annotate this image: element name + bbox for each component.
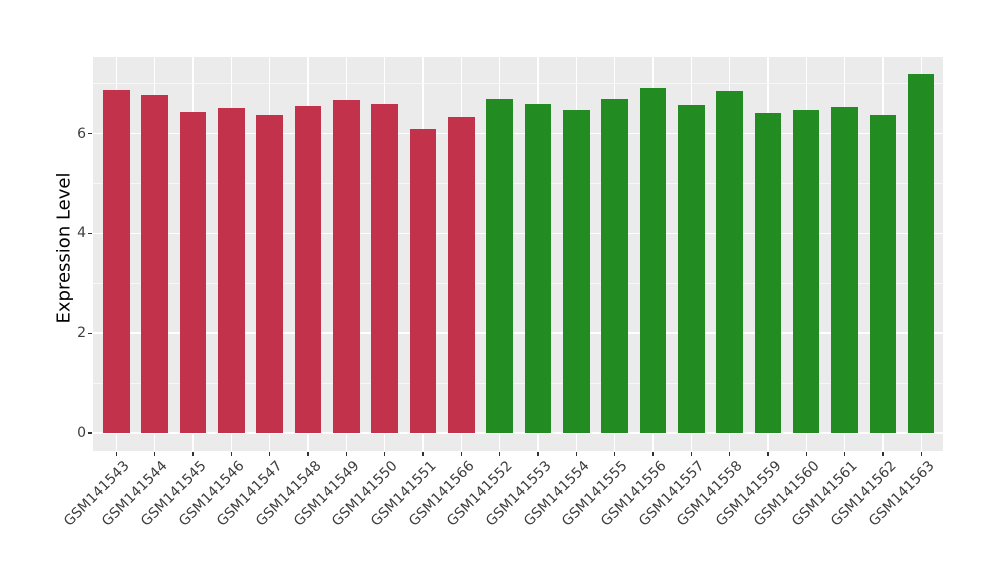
bar xyxy=(448,116,475,433)
x-tick-mark xyxy=(690,452,692,456)
x-tick-mark xyxy=(230,452,232,456)
x-tick-mark xyxy=(920,452,922,456)
x-tick-mark xyxy=(652,452,654,456)
x-tick-mark xyxy=(843,452,846,456)
x-tick-mark xyxy=(728,452,731,456)
gridline-major-y-0 xyxy=(93,432,943,434)
gridline-minor-y-7 xyxy=(93,83,943,85)
x-tick-mark xyxy=(460,452,462,456)
x-tick-mark xyxy=(613,452,616,456)
bar xyxy=(409,129,437,433)
gridline-minor-y-1 xyxy=(93,382,943,384)
gridline-minor-y-3 xyxy=(93,282,943,284)
x-tick-mark xyxy=(153,452,156,456)
bar xyxy=(792,110,820,433)
x-tick-mark xyxy=(115,452,117,456)
x-tick-mark xyxy=(498,452,501,456)
x-tick-mark xyxy=(268,452,271,456)
bar xyxy=(218,108,245,433)
y-tick-mark xyxy=(88,332,92,334)
bar xyxy=(563,109,590,433)
x-tick-mark xyxy=(767,452,769,456)
y-tick-mark xyxy=(88,232,92,235)
bar xyxy=(831,107,858,433)
x-tick-mark xyxy=(575,452,577,456)
y-tick-label: 0 xyxy=(77,425,86,441)
bar xyxy=(754,113,782,433)
bar xyxy=(639,88,667,433)
y-tick-mark xyxy=(88,432,92,434)
x-tick-mark xyxy=(422,452,424,456)
plot-panel xyxy=(93,57,943,451)
x-tick-mark xyxy=(383,452,386,456)
x-tick-mark xyxy=(537,452,539,456)
bar xyxy=(716,91,743,433)
gridline-minor-y-5 xyxy=(93,183,943,184)
gridline-major-y-6 xyxy=(93,132,943,135)
bar xyxy=(601,98,628,433)
bar xyxy=(179,112,207,433)
bar xyxy=(869,115,897,433)
y-tick-label: 2 xyxy=(77,325,86,342)
gridline-major-y-2 xyxy=(93,332,943,334)
bar xyxy=(103,89,130,433)
bar xyxy=(678,105,705,433)
bar xyxy=(524,104,552,433)
bar xyxy=(371,104,398,433)
bar xyxy=(486,99,513,433)
y-tick-label: 4 xyxy=(77,225,86,242)
x-tick-mark xyxy=(805,452,807,456)
bar xyxy=(333,100,360,433)
x-tick-mark xyxy=(192,452,194,456)
x-tick-mark xyxy=(307,452,309,456)
gridline-major-y-4 xyxy=(93,232,943,235)
bar xyxy=(907,74,935,433)
bar xyxy=(256,114,283,433)
bar xyxy=(294,106,322,433)
y-axis-title: Expression Level xyxy=(53,172,75,324)
x-tick-mark xyxy=(882,452,884,456)
x-tick-mark xyxy=(345,452,347,456)
y-tick-label: 6 xyxy=(77,125,86,142)
y-tick-mark xyxy=(88,132,92,135)
bar xyxy=(141,94,168,433)
